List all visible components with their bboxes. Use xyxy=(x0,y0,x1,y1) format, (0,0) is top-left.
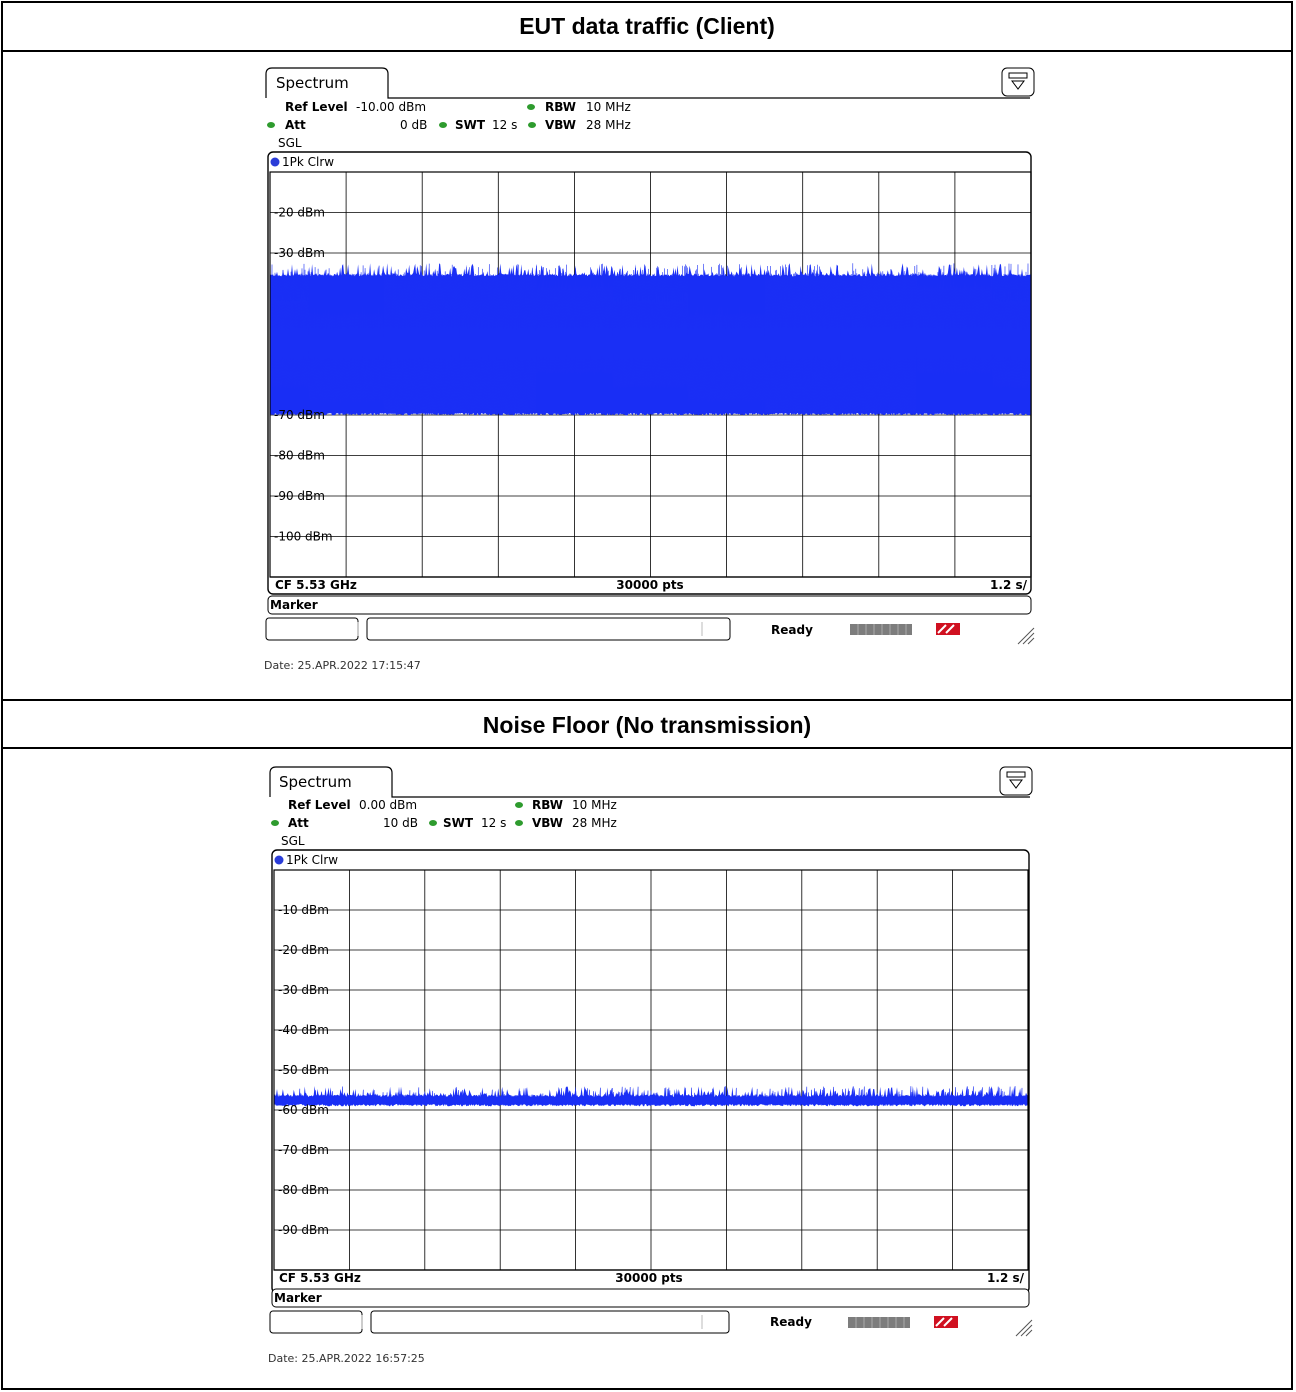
swt-label: SWT xyxy=(443,816,474,830)
rbw-label: RBW xyxy=(532,798,563,812)
menu-icon[interactable] xyxy=(999,766,1033,796)
y-tick-labels: -10 dBm -20 dBm -30 dBm -40 dBm -50 dBm -60 d… xyxy=(278,903,329,1237)
trace-indicator-icon xyxy=(270,157,280,167)
ref-level-value: 0.00 dBm xyxy=(359,798,417,812)
menu-icon[interactable] xyxy=(1001,67,1035,97)
att-value: 10 dB xyxy=(383,816,418,830)
vbw-label: VBW xyxy=(532,816,563,830)
spectrum-panel-noise: Spectrum Ref Level 0.00 dBm RBW 10 MHz A… xyxy=(266,763,1036,1379)
trace-series-1 xyxy=(273,1086,1029,1107)
rbw-value: 10 MHz xyxy=(572,798,617,812)
status-field-left[interactable] xyxy=(265,617,359,641)
swt-status-dot xyxy=(429,820,437,826)
footer-center-frequency: CF 5.53 GHz xyxy=(275,578,357,592)
section-heading-noise: Noise Floor (No transmission) xyxy=(3,699,1291,749)
y-tick-label: -30 dBm xyxy=(278,983,329,997)
section-heading-eut: EUT data traffic (Client) xyxy=(3,3,1291,52)
grid-lines xyxy=(274,870,1028,1270)
att-label: Att xyxy=(285,118,306,132)
ref-level-label: Ref Level xyxy=(288,798,351,812)
logo-icon xyxy=(936,623,960,635)
rbw-label: RBW xyxy=(545,100,576,114)
footer-sweep-time: 1.2 s/ xyxy=(990,578,1028,592)
marker-bar[interactable] xyxy=(267,595,1032,615)
footer-points: 30000 pts xyxy=(616,578,683,592)
resize-grip-icon[interactable] xyxy=(1017,627,1035,645)
status-ready: Ready xyxy=(770,1315,812,1329)
progress-bar-icon xyxy=(848,1317,910,1328)
y-tick-label: -70 dBm xyxy=(274,408,325,422)
trace-line xyxy=(273,1086,1029,1106)
rbw-status-dot xyxy=(515,802,523,808)
swt-value: 12 s xyxy=(492,118,517,132)
status-field-left[interactable] xyxy=(269,1310,363,1334)
timestamp: Date: 25.APR.2022 17:15:47 xyxy=(264,659,421,672)
marker-label: Marker xyxy=(274,1291,322,1305)
tab-label: Spectrum xyxy=(276,74,349,92)
sweep-mode: SGL xyxy=(278,136,302,150)
att-status-dot xyxy=(271,820,279,826)
status-ready: Ready xyxy=(771,623,813,637)
rbw-status-dot xyxy=(527,104,535,110)
trace-label: 1Pk Clrw xyxy=(282,155,334,169)
spectrum-tab[interactable] xyxy=(269,766,1030,798)
marker-label: Marker xyxy=(270,598,318,612)
timestamp: Date: 25.APR.2022 16:57:25 xyxy=(268,1352,425,1365)
footer-center-frequency: CF 5.53 GHz xyxy=(279,1271,361,1285)
swt-value: 12 s xyxy=(481,816,506,830)
spectrum-screen: Spectrum Ref Level 0.00 dBm RBW 10 MHz A… xyxy=(268,766,1033,1365)
y-tick-label: -10 dBm xyxy=(278,903,329,917)
logo-icon xyxy=(934,1316,958,1328)
vbw-status-dot xyxy=(515,820,523,826)
tab-label: Spectrum xyxy=(279,773,352,791)
y-tick-label: -70 dBm xyxy=(278,1143,329,1157)
trace-line xyxy=(269,263,1032,415)
vbw-status-dot xyxy=(528,122,536,128)
y-tick-labels: -20 dBm -30 dBm -70 dBm -80 dBm -90 dBm -100 … xyxy=(274,206,333,544)
swt-status-dot xyxy=(439,122,447,128)
spectrum-tab[interactable] xyxy=(265,67,1030,99)
y-tick-label: -20 dBm xyxy=(278,943,329,957)
rbw-value: 10 MHz xyxy=(586,100,631,114)
plot-area: -10 dBm -20 dBm -30 dBm -40 dBm -50 dBm -60 d… xyxy=(273,869,1029,1271)
vbw-value: 28 MHz xyxy=(572,816,617,830)
y-tick-label: -100 dBm xyxy=(274,530,333,544)
trace-indicator-icon xyxy=(274,855,284,865)
footer-points: 30000 pts xyxy=(615,1271,682,1285)
y-tick-label: -90 dBm xyxy=(274,489,325,503)
footer-sweep-time: 1.2 s/ xyxy=(987,1271,1025,1285)
swt-label: SWT xyxy=(455,118,486,132)
sweep-mode: SGL xyxy=(281,834,305,848)
progress-bar-icon xyxy=(850,624,912,635)
spectrum-screen: Spectrum Ref Level -10.00 dBm RBW 10 MHz… xyxy=(264,67,1035,672)
diagram-frame xyxy=(271,849,1030,1294)
y-tick-label: -30 dBm xyxy=(274,246,325,260)
status-field-message[interactable] xyxy=(366,617,731,641)
y-tick-label: -40 dBm xyxy=(278,1023,329,1037)
trace-label: 1Pk Clrw xyxy=(286,853,338,867)
y-tick-label: -80 dBm xyxy=(274,449,325,463)
ref-level-value: -10.00 dBm xyxy=(356,100,426,114)
marker-bar[interactable] xyxy=(271,1288,1030,1308)
ref-level-label: Ref Level xyxy=(285,100,348,114)
y-tick-label: -20 dBm xyxy=(274,206,325,220)
y-tick-label: -50 dBm xyxy=(278,1063,329,1077)
vbw-value: 28 MHz xyxy=(586,118,631,132)
trace-series-1 xyxy=(269,263,1032,416)
y-tick-label: -60 dBm xyxy=(278,1103,329,1117)
att-status-dot xyxy=(267,122,275,128)
status-field-message[interactable] xyxy=(370,1310,730,1334)
spectrum-panel-eut: Spectrum Ref Level -10.00 dBm RBW 10 MHz… xyxy=(262,64,1038,680)
att-label: Att xyxy=(288,816,309,830)
vbw-label: VBW xyxy=(545,118,576,132)
resize-grip-icon[interactable] xyxy=(1015,1319,1033,1337)
plot-area: -20 dBm -30 dBm -70 dBm -80 dBm -90 dBm -100 … xyxy=(269,171,1032,578)
att-value: 0 dB xyxy=(400,118,427,132)
y-tick-label: -90 dBm xyxy=(278,1223,329,1237)
y-tick-label: -80 dBm xyxy=(278,1183,329,1197)
